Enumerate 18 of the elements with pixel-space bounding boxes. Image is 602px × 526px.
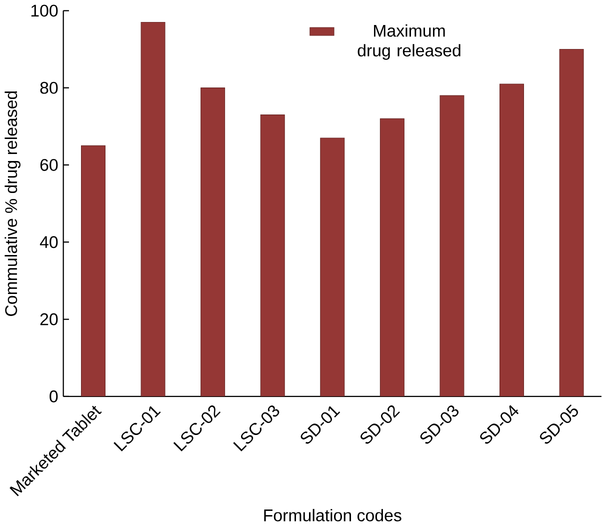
- bar: [320, 138, 345, 396]
- bar: [80, 145, 106, 396]
- y-tick-label: 80: [40, 82, 58, 94]
- y-tick-label: 60: [40, 158, 58, 171]
- bar: [140, 22, 166, 396]
- bar: [200, 88, 226, 396]
- y-tick-label: 20: [40, 313, 58, 326]
- bar: [500, 84, 524, 396]
- bar: [260, 114, 285, 396]
- bar: [380, 118, 404, 396]
- bar: [559, 48, 584, 396]
- y-axis-title: Commulative % drug released: [4, 91, 20, 316]
- bar: [440, 95, 464, 396]
- y-tick-label: 40: [40, 236, 58, 248]
- y-tick-label: 100: [31, 4, 58, 17]
- y-tick-label: 0: [50, 390, 58, 402]
- legend-label: Maximum drug released: [358, 24, 460, 60]
- x-axis-title: Formulation codes: [264, 508, 402, 522]
